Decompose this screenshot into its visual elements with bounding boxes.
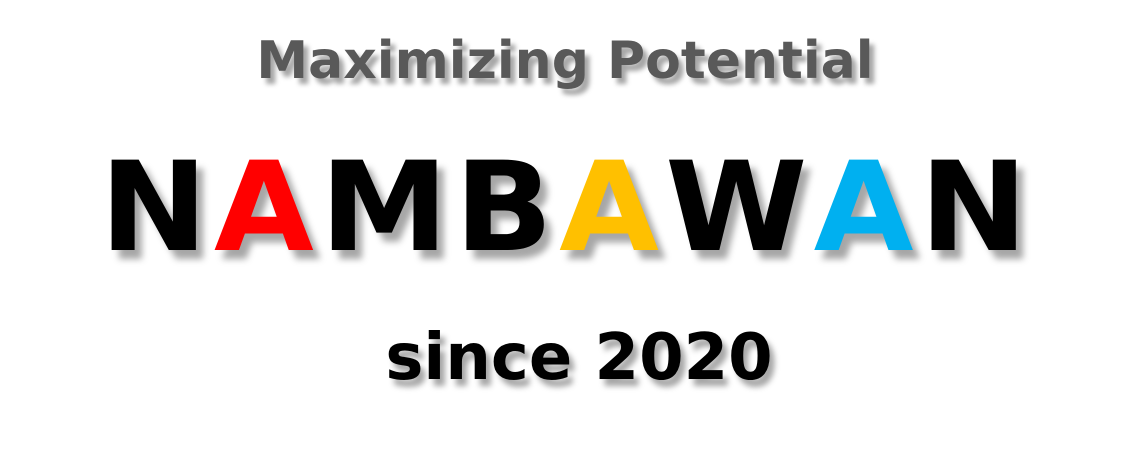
brand-letter-1: N	[99, 136, 214, 280]
brand-letter-6: W	[664, 136, 814, 280]
brand-letter-4: B	[454, 136, 560, 280]
brand-letter-5: A	[558, 136, 666, 280]
since-year: since 2020	[385, 321, 773, 395]
brand-letter-3: M	[319, 136, 455, 280]
brand-wordmark: NAMBAWAN	[0, 136, 1142, 280]
brand-letter-7: A	[813, 136, 920, 280]
brand-letter-8: N	[919, 136, 1034, 280]
brand-letter-2: A	[213, 136, 321, 280]
tagline: Maximizing Potential	[256, 31, 874, 91]
